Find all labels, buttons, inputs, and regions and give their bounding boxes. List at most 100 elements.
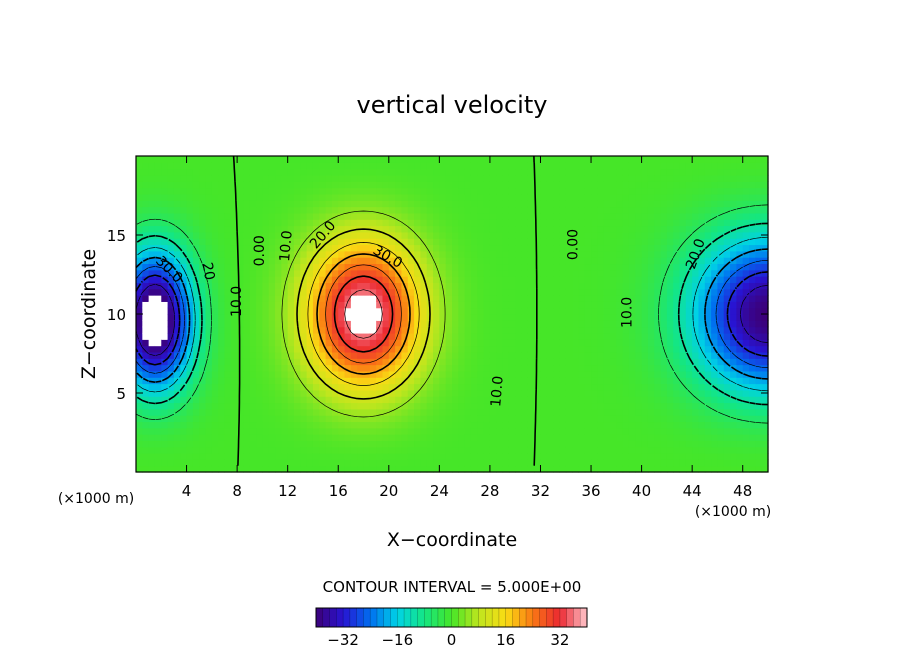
heatmap-cell [401,187,409,195]
heatmap-cell [256,396,263,404]
heatmap-cell [161,314,169,321]
heatmap-cell [464,168,472,176]
heatmap-cell [344,345,352,353]
heatmap-cell [610,162,617,170]
heatmap-cell [426,244,434,252]
heatmap-cell [275,427,282,435]
heatmap-cell [357,351,365,359]
heatmap-cell [534,320,542,328]
heatmap-cell [704,396,712,404]
heatmap-cell [698,307,706,315]
heatmap-cell [154,465,162,473]
heatmap-cell [338,434,346,441]
heatmap-cell [628,276,636,283]
heatmap-cell [628,225,636,233]
heatmap-cell [742,238,750,246]
heatmap-cell [666,193,674,201]
heatmap-cell [275,415,282,423]
heatmap-cell [540,257,548,265]
heatmap-cell [654,377,662,385]
heatmap-cell [628,396,636,404]
heatmap-cell [666,263,674,271]
heatmap-cell [148,377,156,385]
heatmap-cell [559,269,567,277]
heatmap-cell [489,174,497,182]
heatmap-cell [742,269,750,277]
heatmap-cell [388,377,396,385]
heatmap-cell [294,162,301,170]
heatmap-cell [414,238,421,246]
heatmap-cell [148,326,156,334]
heatmap-cell [730,276,737,283]
heatmap-cell [350,238,358,246]
heatmap-cell [647,396,655,404]
heatmap-cell [749,351,756,359]
heatmap-cell [211,307,219,315]
heatmap-cell [717,383,725,391]
heatmap-cell [730,351,737,359]
heatmap-cell [186,156,194,163]
heatmap-cell [338,440,346,448]
heatmap-cell [445,434,453,441]
heatmap-cell [243,446,251,454]
heatmap-cell [508,453,516,460]
heatmap-cell [256,459,263,467]
heatmap-cell [275,446,282,454]
heatmap-cell [224,415,232,423]
heatmap-cell [698,250,706,258]
heatmap-cell [553,276,561,283]
heatmap-cell [376,282,384,290]
heatmap-cell [256,168,263,176]
heatmap-cell [167,358,175,366]
heatmap-cell [363,440,371,448]
heatmap-cell [717,339,725,347]
heatmap-cell [344,225,352,233]
heatmap-cell [262,250,270,258]
heatmap-cell [546,174,554,182]
heatmap-cell [382,244,390,252]
heatmap-cell [654,396,662,404]
heatmap-cell [294,282,301,290]
heatmap-cell [338,162,346,170]
heatmap-cell [572,225,579,233]
heatmap-cell [679,263,687,271]
heatmap-cell [647,364,655,372]
heatmap-cell [685,301,693,309]
heatmap-cell [268,193,276,201]
heatmap-cell [395,465,403,473]
heatmap-cell [761,370,769,378]
heatmap-cell [218,427,226,435]
heatmap-cell [173,402,181,410]
heatmap-cell [572,250,579,258]
heatmap-cell [382,200,390,208]
heatmap-cell [224,389,232,397]
heatmap-cell [452,339,459,347]
heatmap-cell [483,415,491,423]
heatmap-cell [534,238,542,246]
heatmap-cell [553,440,561,448]
heatmap-cell [275,193,282,201]
heatmap-cell [527,181,535,189]
heatmap-cell [395,257,403,265]
heatmap-cell [717,263,725,271]
heatmap-cell [502,421,510,429]
heatmap-cell [439,389,447,397]
heatmap-cell [647,250,655,258]
heatmap-cell [723,358,731,366]
heatmap-cell [679,295,687,302]
heatmap-cell [483,187,491,195]
heatmap-cell [407,351,415,359]
heatmap-cell [730,174,737,182]
heatmap-cell [546,301,554,309]
heatmap-cell [407,453,415,460]
heatmap-cell [433,440,440,448]
heatmap-cell [312,427,320,435]
heatmap-cell [591,320,598,328]
heatmap-cell [698,408,706,416]
heatmap-cell [742,168,750,176]
heatmap-cell [591,453,598,460]
heatmap-cell [224,219,232,227]
heatmap-cell [420,459,428,467]
heatmap-cell [464,351,472,359]
heatmap-cell [173,263,181,271]
